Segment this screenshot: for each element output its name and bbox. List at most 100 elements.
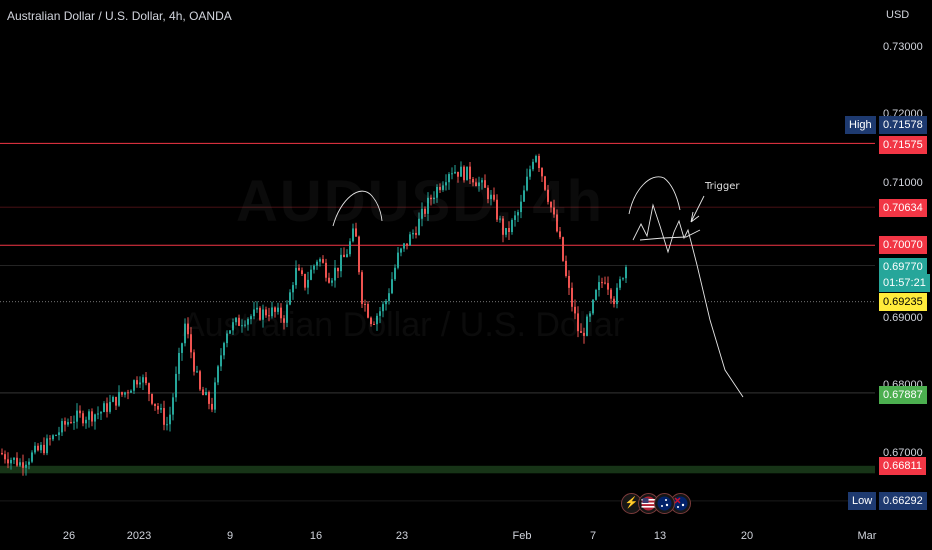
candle-body — [34, 445, 36, 453]
candle-body — [169, 414, 171, 425]
candle-body — [526, 176, 528, 191]
resistance-top-tag: 0.71575 — [879, 136, 927, 154]
candle-body — [478, 182, 480, 187]
candle-body — [22, 462, 24, 468]
high-label-tag: High — [845, 116, 876, 134]
candle-body — [541, 168, 543, 177]
us-flag-icon[interactable] — [638, 493, 659, 514]
candle-body — [394, 267, 396, 280]
candle-body — [274, 307, 276, 312]
support-tag: 0.66811 — [879, 457, 926, 475]
candle-body — [403, 243, 405, 249]
candle-body — [28, 461, 30, 465]
candle-body — [427, 197, 429, 214]
candle-body — [352, 228, 354, 242]
price-tick: 0.73000 — [883, 41, 923, 53]
candle-body — [1, 453, 3, 455]
candle-body — [547, 189, 549, 202]
candle-body — [31, 452, 33, 462]
candle-body — [46, 438, 48, 454]
candle-body — [487, 187, 489, 200]
candle-body — [301, 270, 303, 274]
candle-body — [205, 392, 207, 396]
candle-body — [310, 269, 312, 280]
candle-body — [523, 190, 525, 202]
candle-body — [109, 401, 111, 412]
candle-body — [544, 176, 546, 190]
candle-body — [451, 173, 453, 175]
candle-body — [454, 171, 456, 174]
candle-body — [220, 355, 222, 367]
candle-body — [340, 254, 342, 272]
candle-body — [37, 445, 39, 451]
candle-body — [181, 343, 183, 353]
candle-body — [4, 454, 6, 460]
candle-body — [418, 218, 420, 235]
candle-body — [127, 392, 129, 394]
candle-body — [484, 180, 486, 188]
candle-body — [319, 259, 321, 262]
candle-body — [316, 261, 318, 266]
candle-body — [55, 435, 57, 437]
candle-body — [292, 285, 294, 293]
candle-body — [190, 334, 192, 353]
candle-body — [535, 155, 537, 162]
candle-body — [43, 444, 45, 454]
candle-body — [388, 293, 390, 302]
time-tick: 7 — [589, 530, 597, 542]
candle-body — [196, 371, 198, 373]
candle-body — [373, 323, 375, 325]
candle-body — [346, 254, 348, 258]
lightning-icon[interactable]: ⚡ — [621, 493, 642, 514]
candle-body — [556, 214, 558, 232]
candle-body — [208, 392, 210, 404]
price-tick: 0.69000 — [883, 312, 923, 324]
candle-body — [313, 265, 315, 270]
candle-body — [517, 212, 519, 216]
candle-body — [601, 282, 603, 284]
resistance-low-tag: 0.70070 — [879, 236, 927, 254]
candle-body — [466, 166, 468, 181]
candle-body — [622, 278, 624, 280]
candle-body — [358, 236, 360, 273]
candle-body — [217, 366, 219, 383]
currency-label: USD — [886, 9, 910, 21]
candle-body — [40, 444, 42, 451]
candle-body — [322, 259, 324, 263]
countdown-tag: 01:57:21 — [879, 274, 930, 292]
last-price-tag: 0.69770 — [879, 258, 927, 276]
candle-body — [106, 403, 108, 412]
candle-body — [532, 161, 534, 170]
candle-body — [61, 421, 63, 433]
candle-body — [91, 411, 93, 422]
candle-body — [436, 187, 438, 198]
au-flag-icon[interactable] — [654, 493, 675, 514]
candle-body — [349, 241, 351, 255]
candle-body — [595, 290, 597, 300]
level-yellow-tag: 0.69235 — [879, 293, 927, 311]
candle-body — [574, 306, 576, 314]
candle-body — [430, 197, 432, 200]
candle-body — [175, 373, 177, 398]
time-tick: Feb — [512, 530, 532, 542]
candle-body — [472, 179, 474, 183]
candle-body — [88, 411, 90, 420]
candle-body — [520, 201, 522, 213]
candle-body — [307, 279, 309, 288]
candle-body — [586, 316, 588, 336]
candle-body — [475, 182, 477, 187]
candle-body — [49, 438, 51, 440]
candle-body — [331, 280, 333, 283]
trigger-annotation[interactable]: Trigger — [705, 181, 740, 192]
candle-body — [433, 197, 435, 200]
candle-body — [514, 215, 516, 220]
candle-body — [607, 283, 609, 290]
candle-body — [25, 464, 27, 468]
candle-body — [505, 227, 507, 235]
candle-body — [124, 392, 126, 395]
au-flag-icon[interactable] — [670, 493, 691, 514]
candle-body — [397, 252, 399, 268]
candle-body — [334, 267, 336, 281]
